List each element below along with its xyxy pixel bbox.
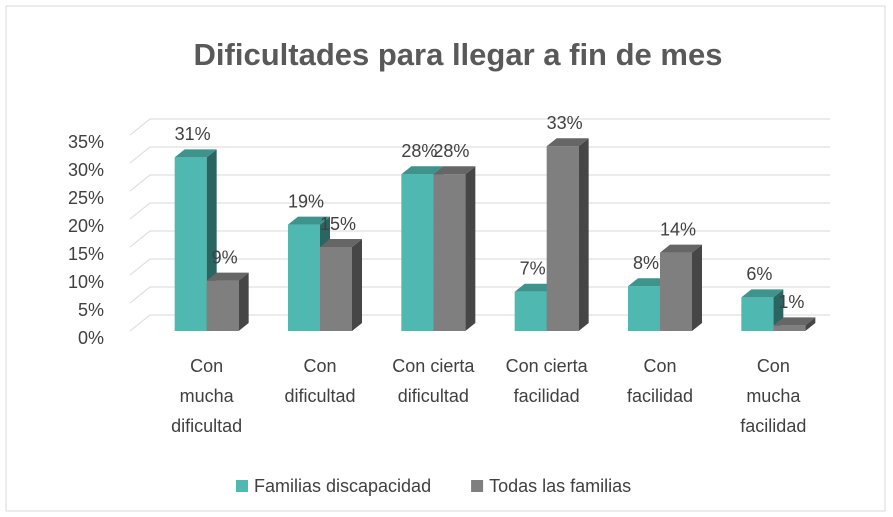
bar-top [741, 289, 784, 298]
value-label: 6% [746, 264, 772, 284]
bar-front [433, 174, 466, 331]
bar [546, 138, 589, 331]
bar [660, 244, 702, 331]
x-tick-label: facilidad [627, 386, 693, 406]
value-label: 14% [660, 219, 696, 239]
value-label: 19% [288, 191, 324, 211]
x-tick-label: Con [643, 356, 676, 376]
legend-label: Familias discapacidad [254, 476, 431, 496]
bar-front [206, 280, 239, 331]
x-tick-label: Con cierta [392, 356, 475, 376]
x-tick-label: Con [190, 356, 223, 376]
bar-top [660, 244, 702, 253]
y-tick-label: 15% [68, 244, 104, 264]
x-tick-label: mucha [746, 386, 801, 406]
bar-top [628, 278, 670, 287]
y-tick-label: 25% [68, 188, 104, 208]
grid-line [129, 286, 830, 304]
value-label: 15% [320, 214, 356, 234]
value-label: 1% [778, 292, 804, 312]
x-tick-label: dificultad [398, 386, 469, 406]
value-label: 28% [433, 141, 469, 161]
bar-top [514, 283, 557, 292]
bar-front [773, 325, 806, 331]
grid-line [129, 146, 830, 164]
value-label: 28% [401, 141, 437, 161]
bar-front [628, 286, 660, 331]
x-tick-label: Con [303, 356, 336, 376]
bar-top [320, 239, 362, 247]
y-tick-label: 30% [68, 160, 104, 180]
bar-front [741, 297, 774, 331]
bar-side [465, 166, 476, 331]
bar-front [546, 146, 579, 331]
value-label: 8% [633, 253, 659, 273]
bar-top [206, 272, 249, 281]
bar [773, 317, 816, 331]
grid-line [129, 202, 830, 220]
legend-swatch [236, 480, 248, 492]
legend-swatch [471, 480, 484, 492]
grid-line [129, 258, 830, 276]
bar-top [433, 166, 476, 175]
x-tick-label: dificultad [171, 416, 242, 436]
bar-side [352, 239, 362, 331]
bar-top [174, 149, 217, 158]
bar [433, 166, 476, 331]
x-tick-label: dificultad [284, 386, 355, 406]
legend-label: Todas las familias [489, 476, 631, 496]
x-tick-label: Con [757, 356, 790, 376]
value-label: 7% [520, 259, 546, 279]
x-tick-label: mucha [180, 386, 235, 406]
bar-side [238, 272, 249, 331]
y-tick-label: 35% [68, 132, 104, 152]
grid-line [129, 230, 830, 248]
grid-line [129, 118, 830, 136]
bar-front [174, 157, 207, 331]
value-label: 9% [212, 247, 238, 267]
chart-title: Dificultades para llegar a fin de mes [194, 37, 723, 72]
grid-line [129, 174, 830, 192]
bar-side [692, 244, 702, 331]
bar-side [578, 138, 589, 331]
bar-front [660, 252, 692, 331]
bar-front [401, 174, 434, 331]
x-tick-label: Con cierta [506, 356, 589, 376]
bar-top [401, 166, 444, 175]
bar-top [546, 138, 589, 147]
bar-front [320, 247, 352, 331]
bar-front [514, 291, 547, 331]
y-tick-label: 20% [68, 216, 104, 236]
bar [320, 239, 362, 331]
y-tick-label: 10% [68, 272, 104, 292]
x-tick-label: facilidad [514, 386, 580, 406]
grid-line [129, 314, 830, 332]
bar-side [805, 317, 816, 331]
value-label: 31% [175, 124, 211, 144]
y-tick-label: 0% [78, 328, 104, 348]
bar-top [288, 216, 330, 225]
value-label: 33% [547, 113, 583, 133]
bar [206, 272, 249, 331]
bar-front [288, 224, 320, 331]
bar-top [773, 317, 816, 326]
y-tick-label: 5% [78, 300, 104, 320]
x-tick-label: facilidad [740, 416, 806, 436]
